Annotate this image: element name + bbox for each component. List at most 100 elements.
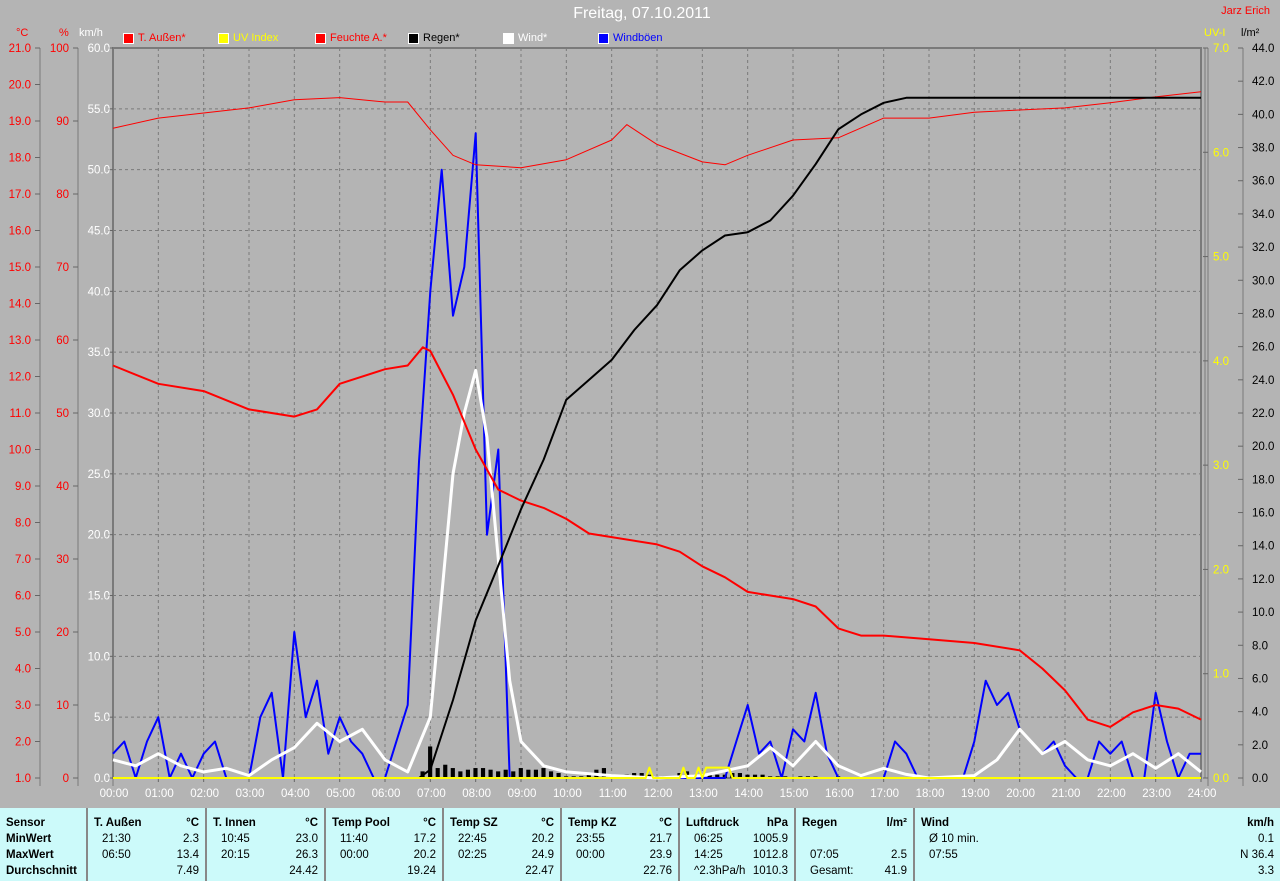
row-value: 22.76 [643, 865, 672, 877]
wind-tick-label: 60.0 [88, 43, 110, 55]
table-row: Ø 10 min. 0.1 [915, 831, 1280, 847]
row-label: 11:40 [340, 833, 368, 845]
legend-item: T. Außen* [123, 31, 186, 45]
rain-tick-label: 28.0 [1252, 308, 1274, 320]
row-label: 23:55 [576, 833, 605, 845]
row-value: 20.2 [531, 833, 554, 845]
table-column: T. Außen °C 21:30 2.3 06:50 13.4 7.49 [86, 808, 207, 881]
row-label: 10:45 [221, 833, 250, 845]
series-line-uv-index [113, 766, 1201, 779]
hum-tick-label: 0 [63, 773, 69, 785]
rain-tick-label: 8.0 [1252, 640, 1268, 652]
temp-tick-label: 20.0 [9, 80, 31, 92]
column-unit: °C [305, 817, 318, 829]
rain-bar [639, 773, 644, 778]
table-column: Wind km/h Ø 10 min. 0.1 07:55 N 36.4 3.3 [913, 808, 1280, 881]
wind-tick-label: 40.0 [88, 286, 110, 298]
column-unit: °C [659, 817, 672, 829]
rain-bar [586, 774, 591, 778]
x-tick-label: 11:00 [599, 788, 627, 800]
wind-axis-unit: km/h [79, 27, 103, 39]
x-tick-label: 23:00 [1142, 788, 1171, 800]
x-tick-label: 17:00 [870, 788, 899, 800]
rain-tick-label: 42.0 [1252, 76, 1274, 88]
row-label: 22:45 [458, 833, 487, 845]
rain-tick-label: 12.0 [1252, 574, 1274, 586]
temp-tick-label: 14.0 [9, 299, 31, 311]
x-tick-label: 15:00 [780, 788, 809, 800]
legend-label: Wind* [518, 32, 548, 44]
rain-bar [458, 771, 463, 778]
x-tick-label: 00:00 [100, 788, 129, 800]
table-row: 07:55 N 36.4 [915, 847, 1280, 863]
table-row: 23:55 21.7 [562, 831, 680, 847]
x-tick-label: 06:00 [372, 788, 401, 800]
temp-tick-label: 15.0 [9, 262, 31, 274]
hum-tick-label: 90 [56, 116, 69, 128]
row-value: 1005.9 [752, 833, 788, 845]
column-header: Sensor [6, 817, 45, 829]
row-value: 2.3 [183, 833, 199, 845]
wind-tick-label: 55.0 [88, 104, 110, 116]
temp-tick-label: 4.0 [15, 664, 31, 676]
table-header: Temp KZ °C [562, 815, 680, 831]
rain-tick-label: 34.0 [1252, 209, 1274, 221]
x-tick-label: 18:00 [916, 788, 945, 800]
column-unit: l/m² [886, 817, 907, 829]
temp-tick-label: 21.0 [9, 43, 31, 55]
x-tick-label: 03:00 [236, 788, 265, 800]
rain-bar [541, 768, 546, 778]
rain-tick-label: 30.0 [1252, 275, 1274, 287]
uv-tick-label: 3.0 [1213, 460, 1229, 472]
table-row: Gesamt: 41.9 [796, 863, 915, 879]
row-value: 13.4 [176, 849, 199, 861]
rain-tick-label: 16.0 [1252, 508, 1274, 520]
row-label: 07:55 [929, 849, 958, 861]
table-column: Temp Pool °C 11:40 17.2 00:00 20.2 19.24 [324, 808, 444, 881]
series-line-wind [112, 368, 1202, 780]
hum-tick-label: 80 [56, 189, 69, 201]
table-row: 00:00 20.2 [326, 847, 444, 863]
rain-tick-label: 10.0 [1252, 607, 1274, 619]
table-row: 24.42 [207, 863, 326, 879]
uv-tick-label: 0.0 [1213, 773, 1229, 785]
wind-tick-label: 0.0 [94, 773, 110, 785]
rain-bar [526, 769, 531, 778]
hum-tick-label: 70 [56, 262, 69, 274]
wind-tick-label: 35.0 [88, 347, 110, 359]
legend-item: Regen* [408, 31, 460, 45]
rain-bar [548, 771, 554, 778]
uv-tick-label: 7.0 [1213, 43, 1229, 55]
owner-name: Jarz Erich [1221, 5, 1270, 17]
wind-tick-label: 5.0 [94, 712, 110, 724]
legend-label: Windböen [613, 32, 663, 44]
x-tick-label: 24:00 [1188, 788, 1217, 800]
table-row: Durchschnitt [0, 863, 86, 879]
table-row: ^2.3hPa/h 1010.3 [680, 863, 796, 879]
row-value: 19.24 [407, 865, 436, 877]
wind-tick-label: 45.0 [88, 226, 110, 238]
table-row: 06:50 13.4 [88, 847, 207, 863]
row-label: 07:05 [810, 849, 839, 861]
hum-tick-label: 20 [56, 627, 69, 639]
row-value: 7.49 [176, 865, 199, 877]
table-row: 10:45 23.0 [207, 831, 326, 847]
x-tick-label: 10:00 [553, 788, 582, 800]
row-value: N 36.4 [1240, 849, 1274, 861]
legend-swatch [408, 32, 419, 44]
hum-tick-label: 10 [56, 700, 69, 712]
table-row: 19.24 [326, 863, 444, 879]
rain-bar [488, 769, 493, 778]
table-column: Regen l/m² 07:05 2.5 Gesamt: 41.9 [794, 808, 915, 881]
uv-tick-label: 4.0 [1213, 356, 1229, 368]
x-tick-label: 20:00 [1006, 788, 1035, 800]
rain-tick-label: 36.0 [1252, 176, 1274, 188]
table-header: T. Außen °C [88, 815, 207, 831]
table-row: 11:40 17.2 [326, 831, 444, 847]
temp-tick-label: 11.0 [9, 408, 31, 420]
temp-tick-label: 17.0 [9, 189, 31, 201]
table-row: 06:25 1005.9 [680, 831, 796, 847]
uv-tick-label: 2.0 [1213, 564, 1229, 576]
x-tick-label: 14:00 [734, 788, 763, 800]
legend-swatch [218, 32, 229, 44]
